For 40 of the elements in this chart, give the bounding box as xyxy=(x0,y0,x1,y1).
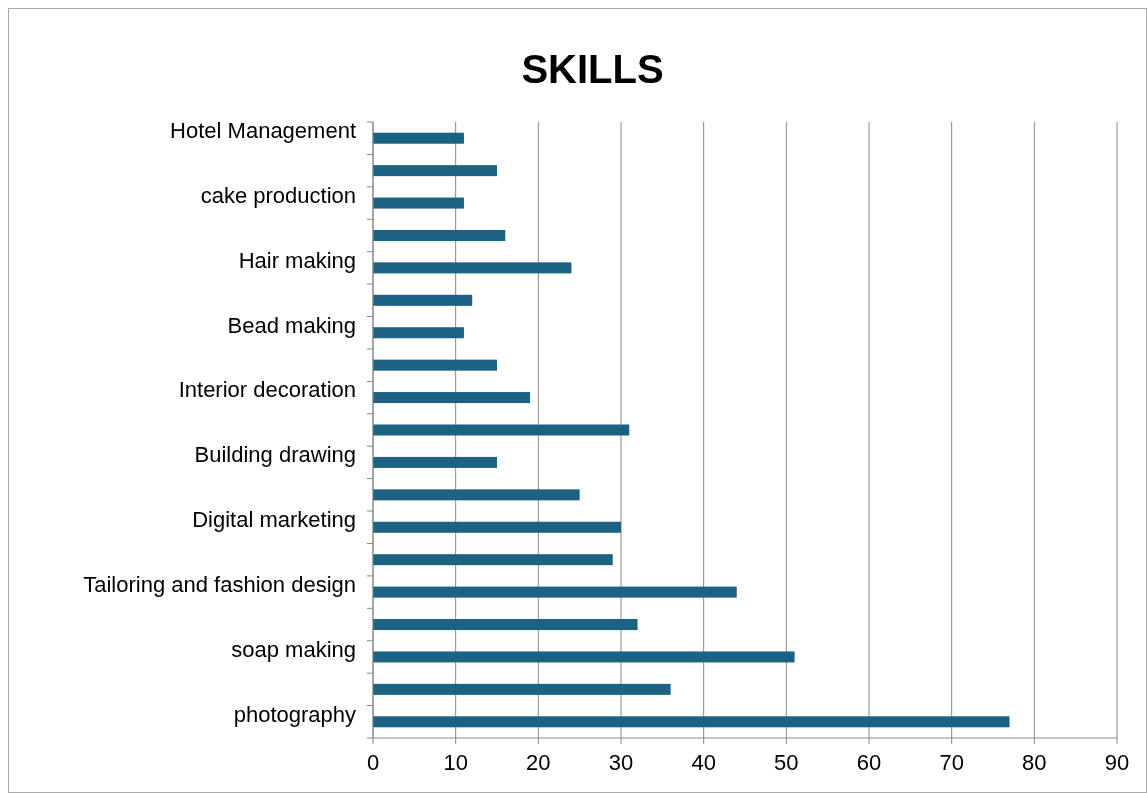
bar xyxy=(373,716,1010,728)
bar xyxy=(373,294,473,306)
bar xyxy=(373,424,630,436)
y-tick-label: photography xyxy=(233,701,356,727)
x-tick-label: 30 xyxy=(608,750,634,775)
x-tick-label: 10 xyxy=(443,750,468,775)
x-tick-label: 50 xyxy=(774,750,799,775)
bar xyxy=(373,619,638,631)
bar xyxy=(373,262,572,274)
y-tick-label: Digital marketing xyxy=(192,507,356,533)
bar xyxy=(373,197,464,209)
chart-title: SKILLS xyxy=(521,47,664,91)
bar xyxy=(373,586,737,598)
x-tick-label: 20 xyxy=(526,750,551,775)
x-tick-label: 40 xyxy=(691,750,716,775)
bar xyxy=(373,229,506,241)
bar xyxy=(373,521,621,533)
y-tick-label: Interior decoration xyxy=(178,377,356,403)
y-tick-label: Hair making xyxy=(238,247,356,273)
bar xyxy=(373,327,464,339)
x-tick-label: 60 xyxy=(856,750,882,775)
bar xyxy=(373,489,580,501)
bar xyxy=(373,392,531,404)
bar xyxy=(373,554,613,566)
x-tick-label: 70 xyxy=(939,750,964,775)
y-tick-label: Bead making xyxy=(227,312,356,338)
y-tick-label: Hotel Management xyxy=(170,118,356,144)
x-tick-label: 0 xyxy=(366,750,380,775)
bar xyxy=(373,359,497,371)
x-tick-label: 90 xyxy=(1104,750,1130,775)
bar xyxy=(373,165,497,177)
x-tick-label: 80 xyxy=(1022,750,1047,775)
bar xyxy=(373,132,464,144)
bar xyxy=(373,683,671,695)
bar xyxy=(373,651,795,663)
y-tick-label: soap making xyxy=(231,636,356,662)
y-tick-label: Tailoring and fashion design xyxy=(83,571,356,597)
bar xyxy=(373,456,497,468)
y-tick-label: Building drawing xyxy=(194,442,356,468)
y-tick-label: cake production xyxy=(200,182,356,208)
